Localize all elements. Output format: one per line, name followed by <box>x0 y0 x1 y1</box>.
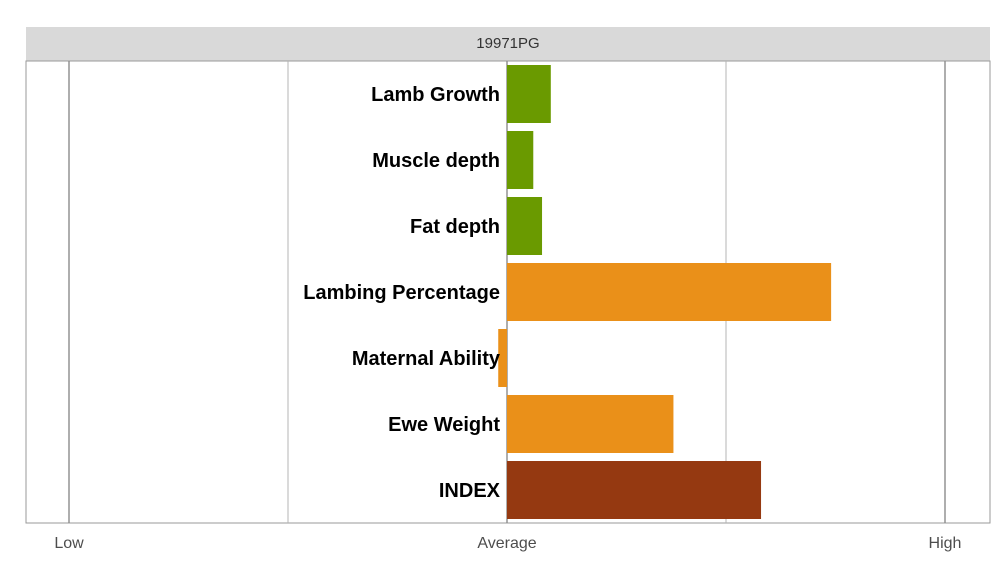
bar-muscle-depth <box>507 131 534 189</box>
bar-lambing-percentage <box>507 263 832 321</box>
bar-label: Lamb Growth <box>371 84 500 106</box>
panel-header: 19971PG <box>26 27 990 61</box>
x-tick-label: Average <box>477 535 536 552</box>
bar-ewe-weight <box>507 395 674 453</box>
bar-maternal-ability <box>498 329 507 387</box>
bar-label: Maternal Ability <box>352 348 501 370</box>
x-tick-label: High <box>929 535 962 552</box>
bar-label: Lambing Percentage <box>303 282 500 304</box>
panel-title: 19971PG <box>476 35 540 52</box>
bar-fat-depth <box>507 197 543 255</box>
bar-lamb-growth <box>507 65 551 123</box>
x-tick-label: Low <box>54 535 84 552</box>
bar-label: Ewe Weight <box>388 414 500 436</box>
bar-label: Muscle depth <box>372 150 500 172</box>
bar-index <box>507 461 762 519</box>
bar-label: INDEX <box>439 480 501 502</box>
bar-label: Fat depth <box>410 216 500 238</box>
